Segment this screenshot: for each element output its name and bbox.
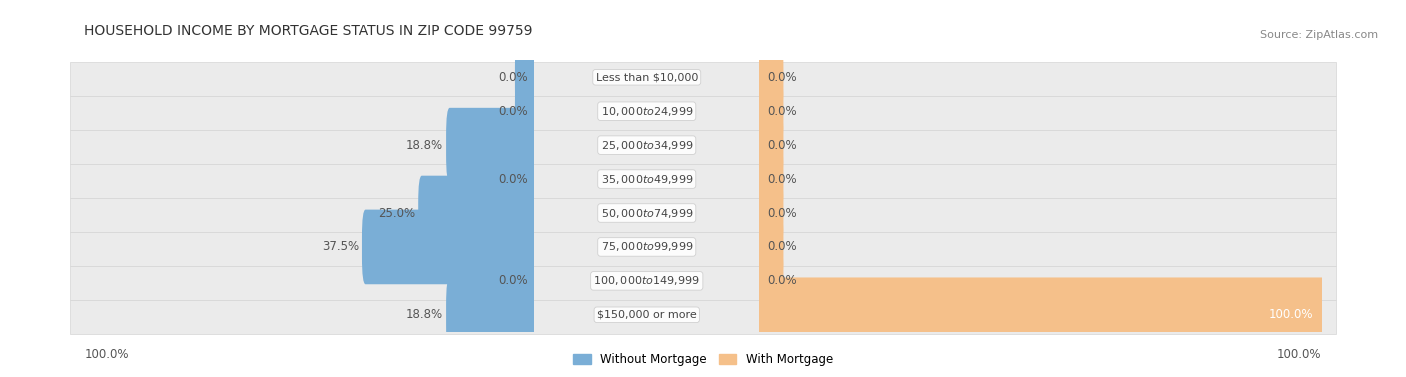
Text: $25,000 to $34,999: $25,000 to $34,999 [600,139,693,152]
Text: Less than $10,000: Less than $10,000 [596,72,697,82]
Text: 0.0%: 0.0% [768,139,797,152]
Text: 0.0%: 0.0% [768,105,797,118]
Text: $10,000 to $24,999: $10,000 to $24,999 [600,105,693,118]
Text: HOUSEHOLD INCOME BY MORTGAGE STATUS IN ZIP CODE 99759: HOUSEHOLD INCOME BY MORTGAGE STATUS IN Z… [84,24,533,38]
Text: $75,000 to $99,999: $75,000 to $99,999 [600,241,693,253]
Text: $35,000 to $49,999: $35,000 to $49,999 [600,173,693,185]
FancyBboxPatch shape [755,74,783,149]
Text: 0.0%: 0.0% [498,274,527,287]
FancyBboxPatch shape [515,40,538,115]
Text: 37.5%: 37.5% [322,241,359,253]
Text: $150,000 or more: $150,000 or more [598,310,696,320]
Text: $100,000 to $149,999: $100,000 to $149,999 [593,274,700,287]
FancyBboxPatch shape [755,40,783,115]
FancyBboxPatch shape [755,176,783,250]
Text: $50,000 to $74,999: $50,000 to $74,999 [600,207,693,219]
Text: 0.0%: 0.0% [768,274,797,287]
FancyBboxPatch shape [755,277,1326,352]
Text: 18.8%: 18.8% [406,139,443,152]
FancyBboxPatch shape [515,244,538,318]
Text: 18.8%: 18.8% [406,308,443,321]
FancyBboxPatch shape [755,142,783,216]
FancyBboxPatch shape [446,108,538,182]
FancyBboxPatch shape [755,108,783,182]
Text: 25.0%: 25.0% [378,207,415,219]
Text: 0.0%: 0.0% [768,71,797,84]
Text: 100.0%: 100.0% [1277,348,1322,361]
Text: 100.0%: 100.0% [1268,308,1313,321]
FancyBboxPatch shape [515,74,538,149]
Text: 100.0%: 100.0% [84,348,129,361]
Text: Source: ZipAtlas.com: Source: ZipAtlas.com [1260,30,1378,40]
FancyBboxPatch shape [446,277,538,352]
Text: 0.0%: 0.0% [768,241,797,253]
Text: 0.0%: 0.0% [768,173,797,185]
FancyBboxPatch shape [755,244,783,318]
FancyBboxPatch shape [755,210,783,284]
FancyBboxPatch shape [418,176,538,250]
FancyBboxPatch shape [361,210,538,284]
Text: 0.0%: 0.0% [498,71,527,84]
Text: 0.0%: 0.0% [498,105,527,118]
Text: 0.0%: 0.0% [498,173,527,185]
Text: 0.0%: 0.0% [768,207,797,219]
Legend: Without Mortgage, With Mortgage: Without Mortgage, With Mortgage [568,349,838,371]
FancyBboxPatch shape [515,142,538,216]
